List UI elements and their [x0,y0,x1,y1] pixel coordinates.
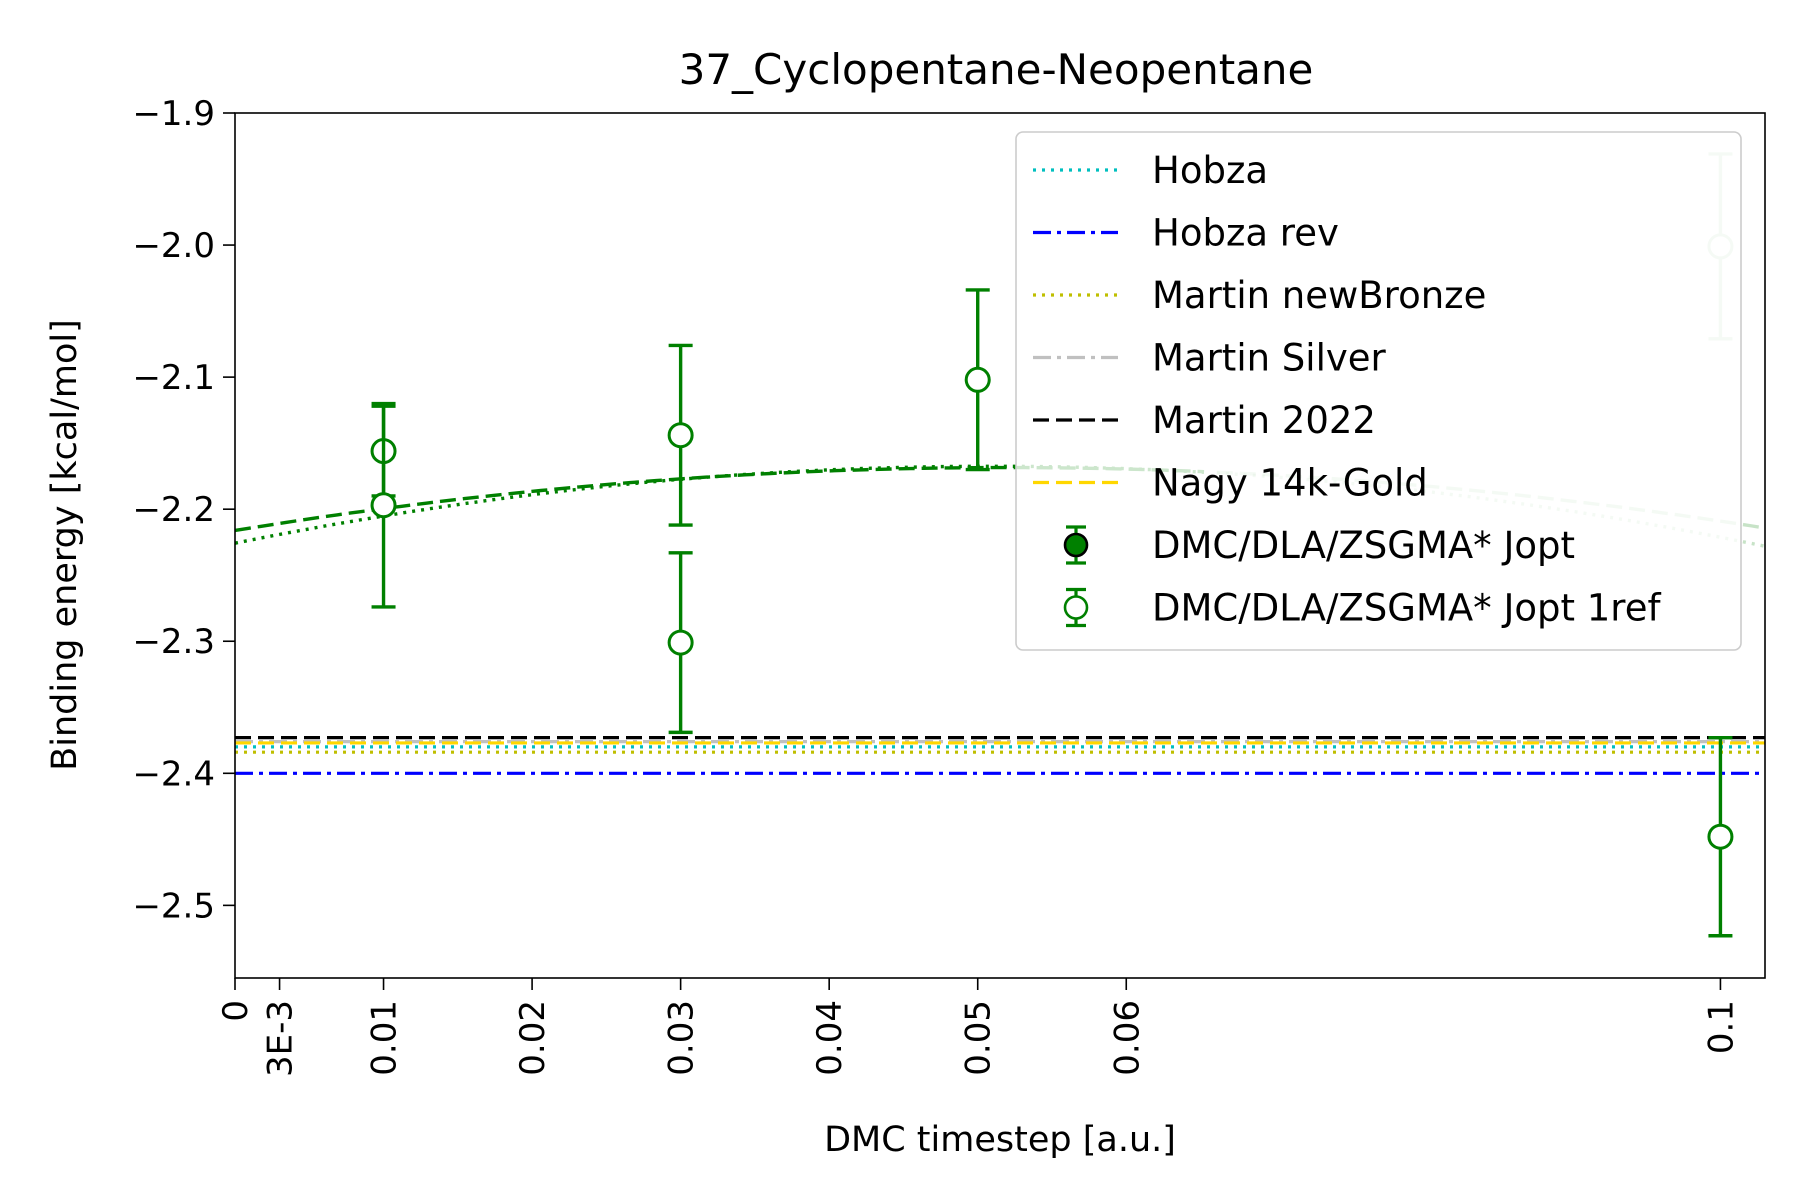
data-point-1-4 [964,288,991,472]
data-point-1-2 [667,343,694,527]
legend-label-6: DMC/DLA/ZSGMA* Jopt [1152,524,1575,567]
legend-entry-4: Martin 2022 [1033,399,1376,442]
legend-label-2: Martin newBronze [1152,274,1486,317]
legend-label-1: Hobza rev [1152,212,1339,255]
x-tick-label-3: 0.02 [513,1000,553,1076]
y-tick-label-0: −1.9 [132,94,215,134]
legend: Hobza Hobza rev Martin newBronze Martin Sil… [1015,131,1742,651]
plot-frame [234,112,1766,979]
x-tick-label-8: 0.1 [1701,1000,1741,1054]
y-axis-label: Binding energy [kcal/mol] [45,319,85,770]
x-tick-label-1: 3E-3 [261,1000,301,1077]
legend-entry-6: DMC/DLA/ZSGMA* Jopt [1063,524,1575,567]
legend-label-5: Nagy 14k-Gold [1152,462,1428,505]
legend-entry-3: Martin Silver [1033,337,1387,380]
y-axis-ticks: −1.9 −2.0 −2.1 −2.2 −2.3 −2.4 −2.5 [132,94,235,926]
y-tick-label-3: −2.2 [132,490,215,530]
y-tick-label-6: −2.5 [132,886,215,926]
chart-title: 37_Cyclopentane-Neopentane [679,45,1314,94]
y-tick-label-5: −2.4 [132,754,215,794]
data-point-1-3 [667,551,694,735]
x-axis-label: DMC timestep [a.u.] [824,1120,1176,1160]
data-point-1-5 [1707,735,1734,938]
y-tick-label-1: −2.0 [132,226,215,266]
x-tick-label-0: 0 [216,1000,256,1022]
reference-lines [235,736,1765,775]
legend-label-0: Hobza [1152,149,1268,192]
x-tick-label-2: 0.01 [365,1000,405,1076]
legend-entry-1: Hobza rev [1033,212,1339,255]
x-tick-label-4: 0.03 [662,1000,702,1076]
x-tick-label-6: 0.05 [959,1000,999,1076]
legend-entry-5: Nagy 14k-Gold [1033,462,1428,505]
y-tick-label-2: −2.1 [132,358,215,398]
x-tick-label-5: 0.04 [810,1000,850,1076]
legend-label-3: Martin Silver [1152,337,1387,380]
legend-entry-0: Hobza [1033,149,1268,192]
data-point-1-1 [370,401,397,609]
x-tick-label-7: 0.06 [1107,1000,1147,1076]
legend-label-4: Martin 2022 [1152,399,1376,442]
y-tick-label-4: −2.3 [132,622,215,662]
x-axis-ticks: 0 3E-3 0.01 0.02 0.03 0.04 0.05 0.06 0.1 [216,978,1741,1077]
legend-label-7: DMC/DLA/ZSGMA* Jopt 1ref [1152,587,1661,630]
legend-entry-2: Martin newBronze [1033,274,1486,317]
legend-entry-7: DMC/DLA/ZSGMA* Jopt 1ref [1063,587,1661,630]
